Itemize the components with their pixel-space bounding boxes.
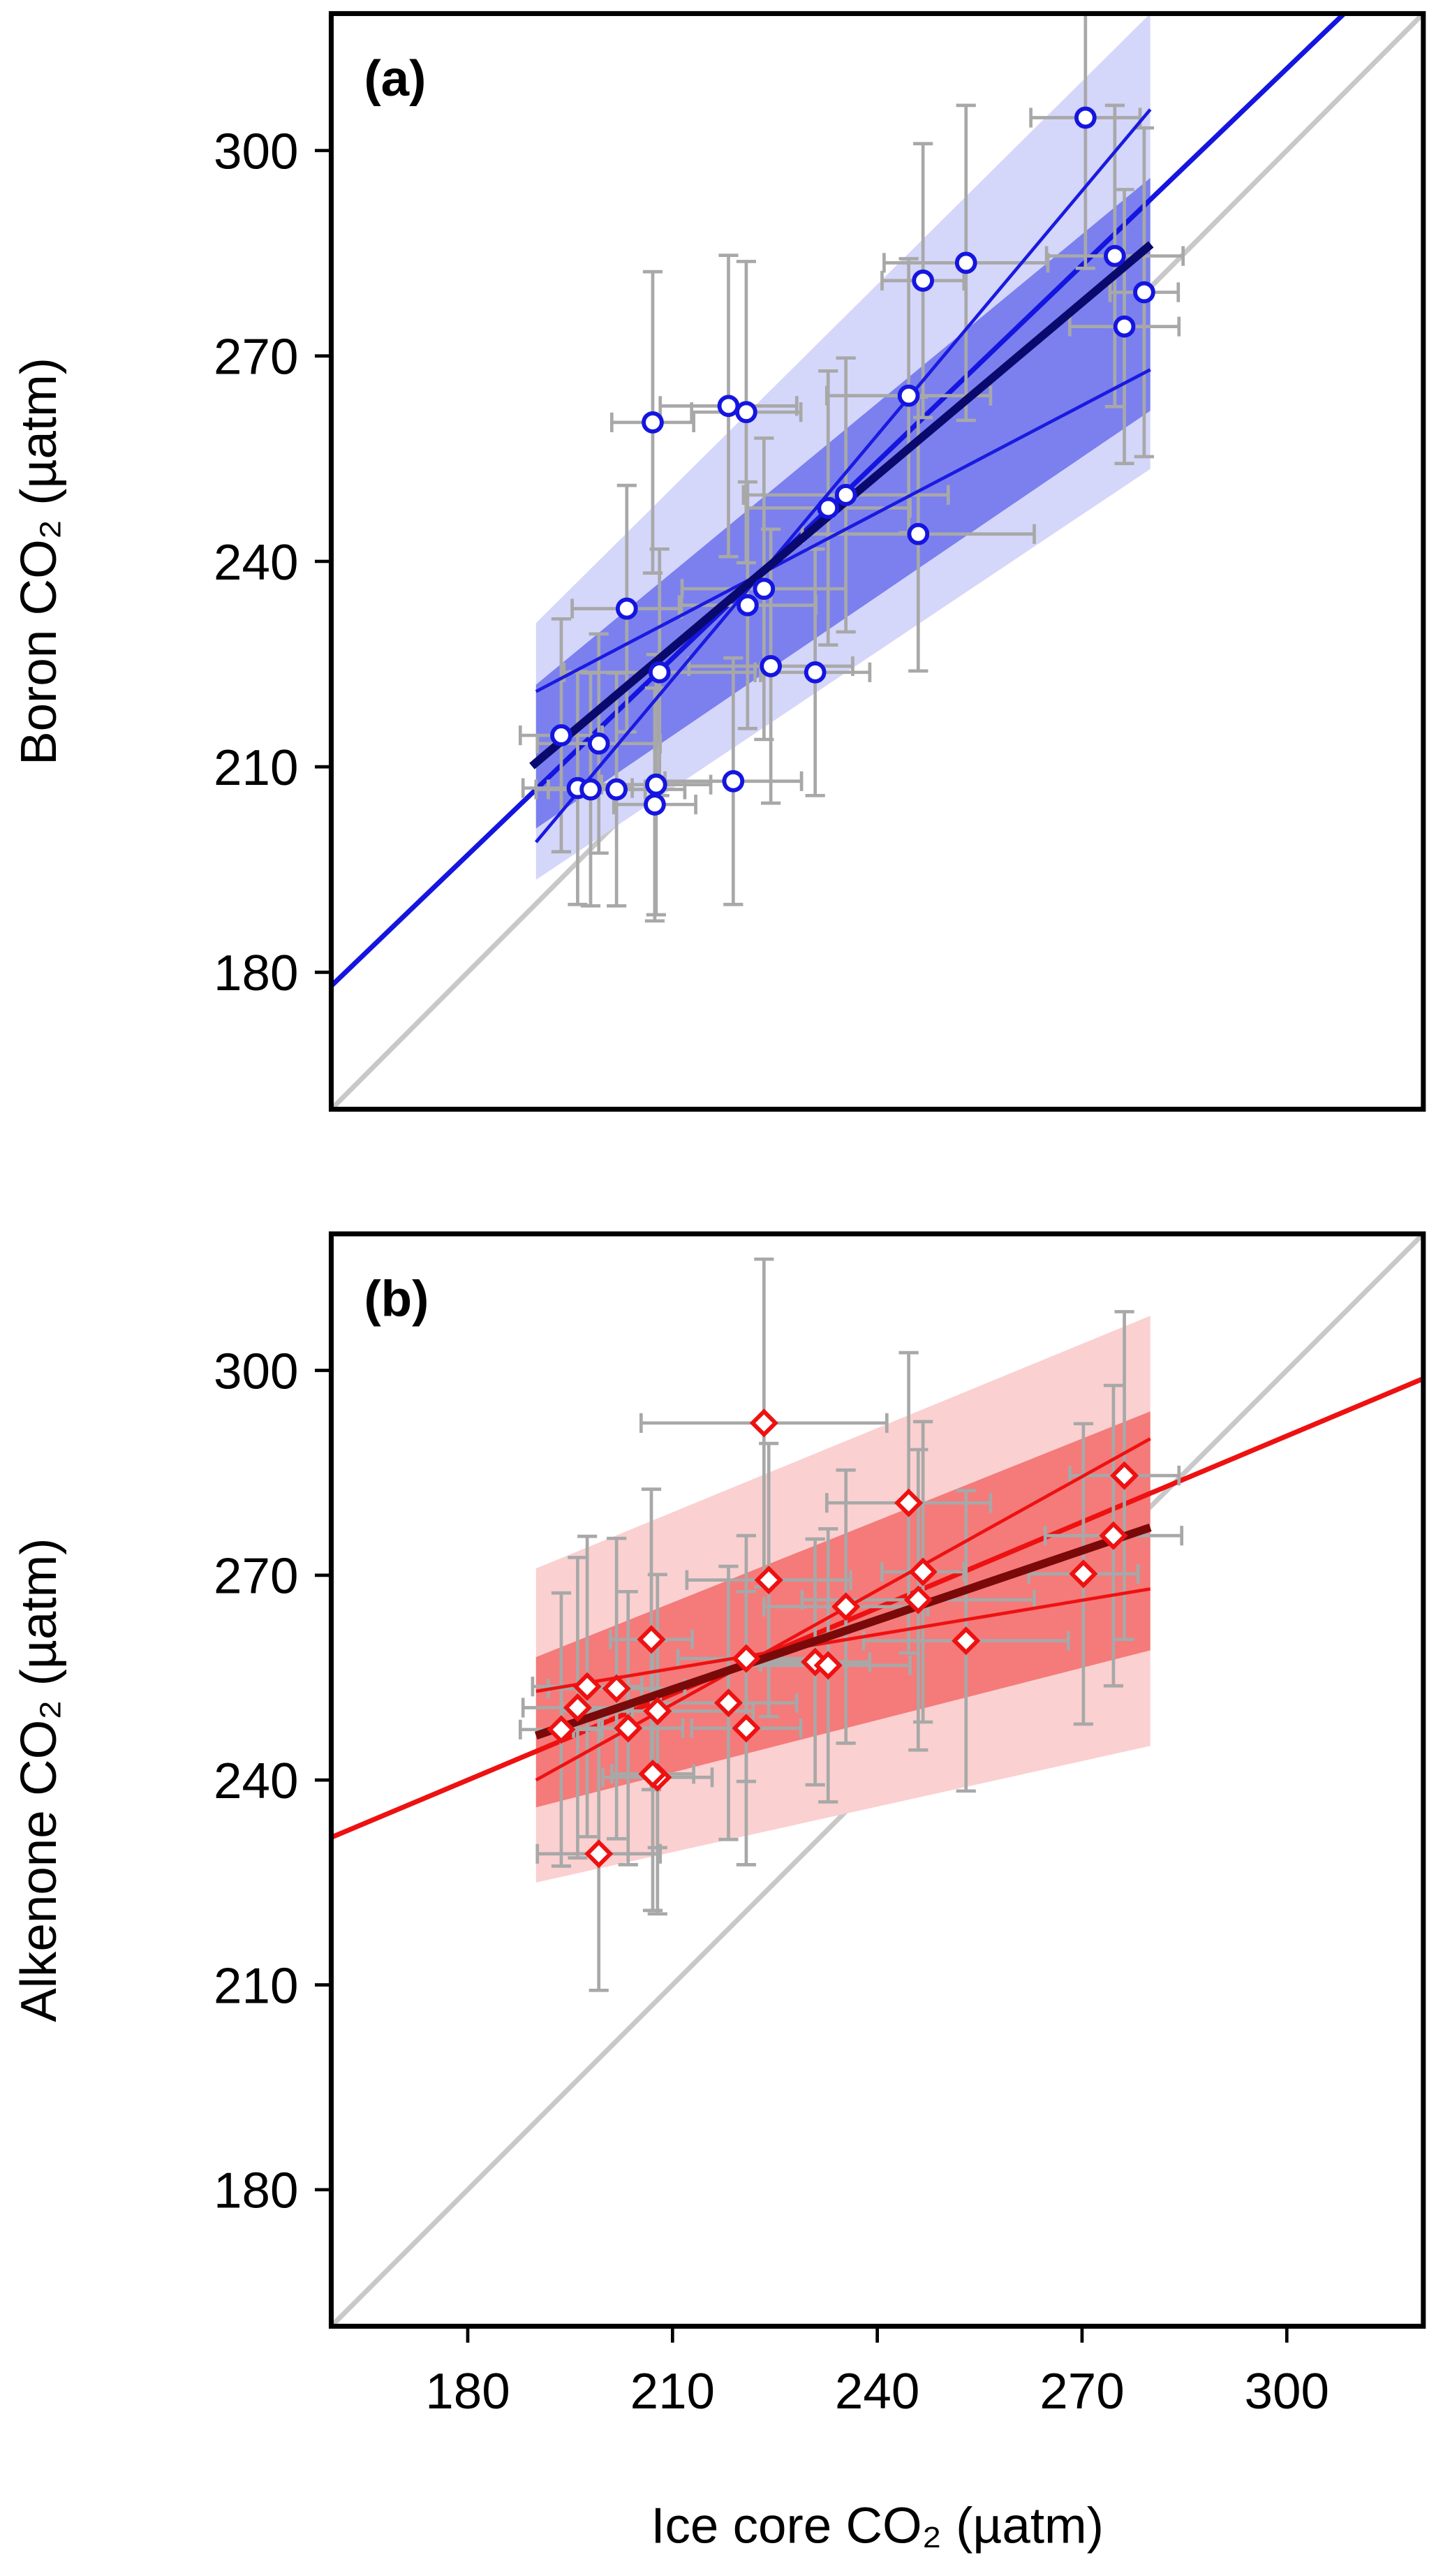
data-point [1069,1559,1098,1589]
x-axis-label: Ice core CO₂ (µatm) [651,2497,1104,2554]
data-point [579,778,602,801]
data-point [615,597,638,620]
y-tick-label: 210 [214,739,298,796]
y-tick-label: 210 [214,1957,298,2014]
x-tick-label: 180 [425,2363,510,2420]
plot-area [331,13,1423,1110]
data-point [643,1696,672,1726]
y-axis-label: Alkenone CO₂ (µatm) [10,1538,67,2022]
data-point [804,661,827,684]
regression-line [529,241,1154,770]
data-point [754,1566,783,1595]
y-tick-label: 300 [214,1343,298,1399]
data-point [572,1672,602,1701]
data-point [954,251,977,274]
data-point [605,778,628,801]
data-point [831,1592,861,1621]
data-point [587,732,610,755]
data-point [1099,1521,1128,1550]
x-tick-label: 240 [835,2363,919,2420]
data-point [760,655,782,677]
data-point [1113,315,1136,338]
data-point [897,384,920,407]
data-point [817,496,840,520]
regression-line [535,368,1151,693]
y-tick-label: 270 [214,1548,298,1605]
data-point [813,1651,843,1680]
regression-line [534,1523,1152,1740]
data-point [894,1488,924,1517]
data-point [732,1644,761,1673]
data-point [645,773,667,796]
regression-line [534,108,1152,844]
y-tick-label: 180 [214,945,298,1001]
data-point [637,1625,666,1654]
data-point [1104,244,1126,267]
data-point [735,401,757,424]
data-point [737,594,759,617]
data-point [912,270,935,292]
y-axis-label: Boron CO₂ (µatm) [10,358,67,765]
data-point [952,1626,981,1656]
data-point [907,522,930,545]
data-point [903,1585,933,1614]
panel-label: (b) [364,1270,429,1327]
data-point [753,577,776,601]
data-point [713,1688,743,1718]
y-tick-label: 240 [214,534,298,591]
plot-area [331,1233,1423,2327]
data-point [642,411,664,434]
data-point [749,1408,778,1438]
panel-label: (a) [364,50,426,107]
y-tick-label: 270 [214,329,298,385]
data-point [732,1714,761,1743]
data-point [1109,1461,1139,1490]
x-tick-label: 210 [630,2363,715,2420]
data-point [1133,281,1155,304]
data-point [908,1557,938,1587]
data-point [834,483,857,506]
data-point [602,1674,631,1703]
data-point [550,724,572,746]
data-point [638,1759,667,1788]
data-point [584,1839,614,1869]
data-point [717,395,740,418]
data-point [722,770,745,793]
data-point [614,1714,643,1743]
x-tick-label: 270 [1039,2363,1124,2420]
data-point [1074,106,1097,129]
y-tick-label: 240 [214,1753,298,1809]
x-tick-label: 300 [1245,2363,1329,2420]
data-point [644,793,666,816]
y-tick-label: 180 [214,2163,298,2219]
data-point [648,661,671,684]
y-tick-label: 300 [214,123,298,179]
data-point [547,1715,576,1744]
data-point [563,1693,593,1723]
regression-line [535,1587,1151,1693]
